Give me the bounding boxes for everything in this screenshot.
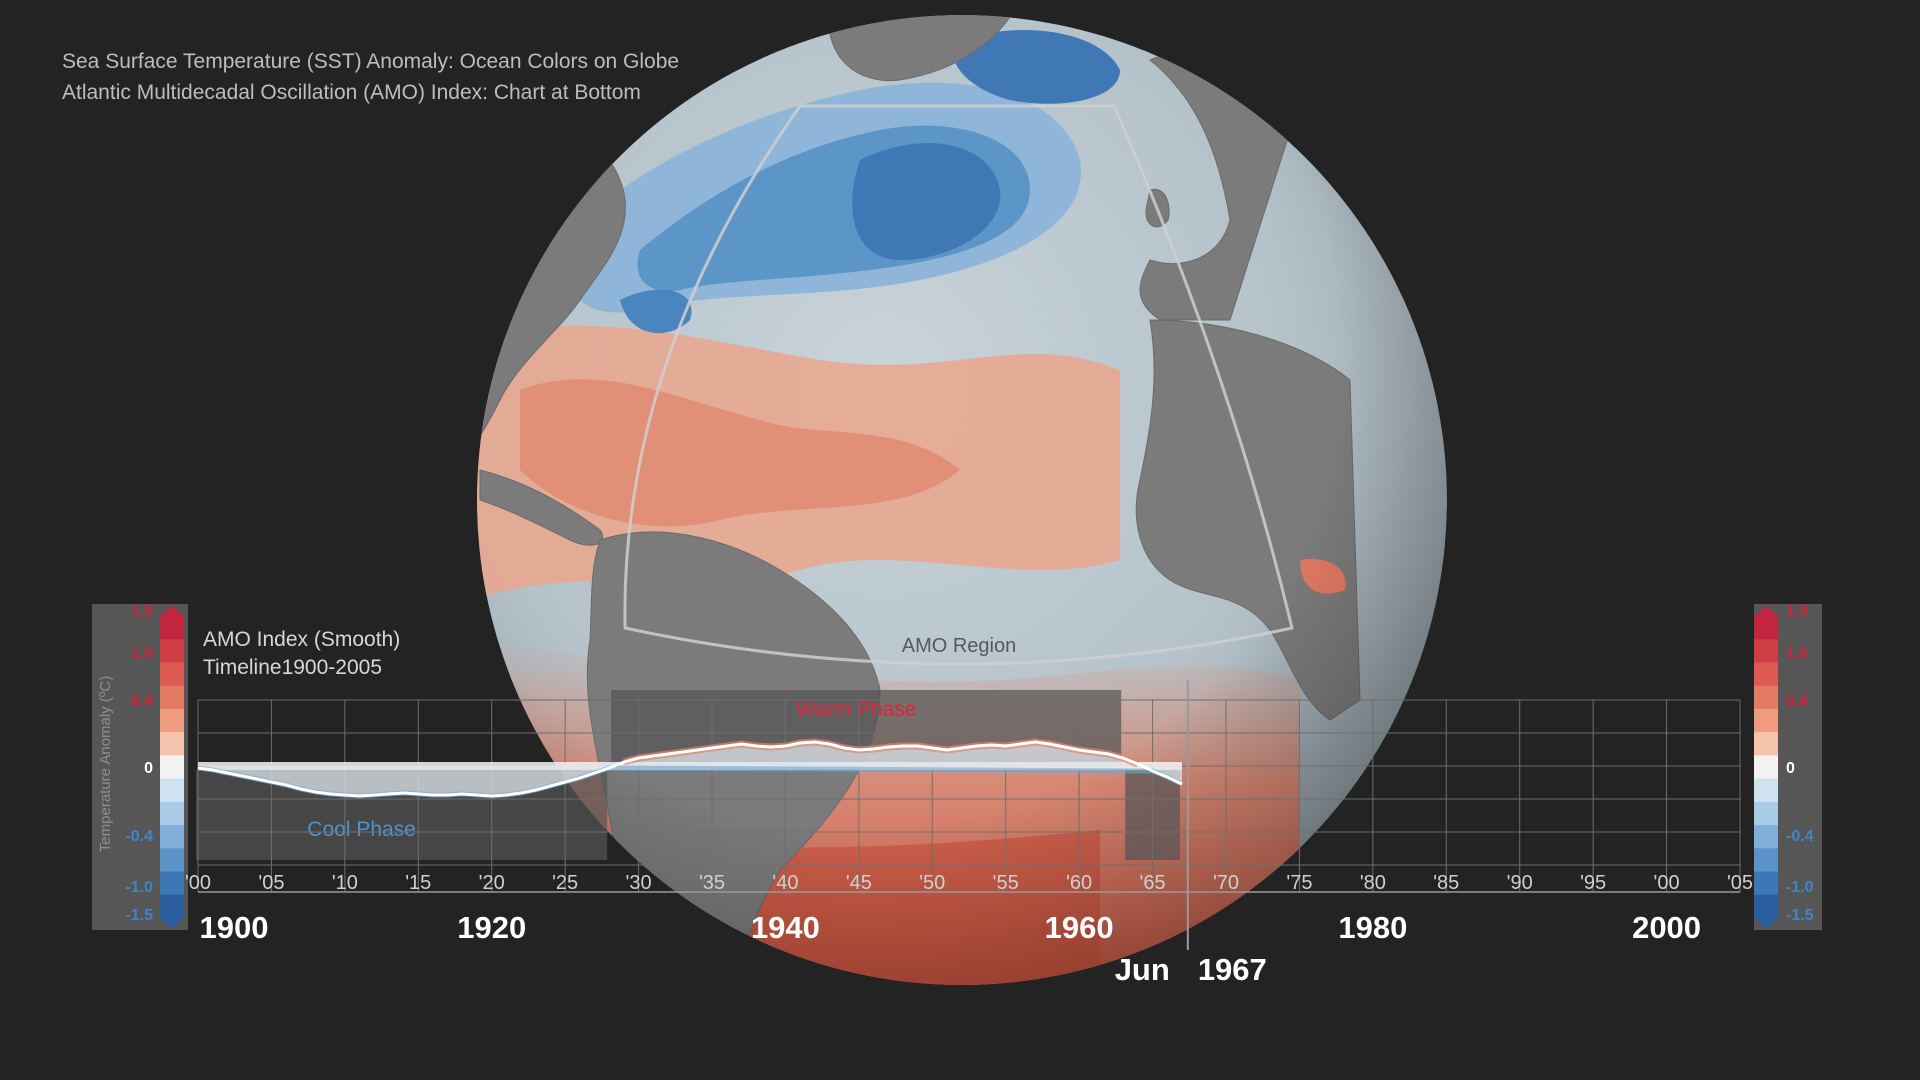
x-tick-label: '45 <box>846 872 872 894</box>
x-tick-label: '60 <box>1066 872 1092 894</box>
decade-label: 1960 <box>1045 910 1114 945</box>
decade-label: 1920 <box>457 910 526 945</box>
x-tick-label: '40 <box>772 872 798 894</box>
left-legend-panel: 1.5 1.0 0.4 0 -0.4 -1.0 -1.5 Temperature Anoma… <box>92 603 188 930</box>
colorbar-arrow-top <box>1754 606 1778 616</box>
decade-label: 1900 <box>200 910 269 945</box>
colorbar-swatch <box>1754 801 1778 826</box>
x-tick-label: '15 <box>405 872 431 894</box>
x-tick-label: '35 <box>699 872 725 894</box>
x-tick-label: '05 <box>258 872 284 894</box>
colorbar-tick-label: -1.5 <box>1786 907 1814 924</box>
chart-subtitle: Timeline1900-2005 <box>203 656 382 679</box>
colorbar-swatch <box>1754 732 1778 756</box>
colorbar-swatch <box>160 616 184 640</box>
right-legend-panel: 1.5 1.0 0.4 0 -0.4 -1.0 -1.5 <box>1754 603 1822 930</box>
colorbar-left: 1.5 1.0 0.4 0 -0.4 -1.0 -1.5 <box>125 603 184 928</box>
colorbar-swatch <box>160 848 184 873</box>
colorbar-tick-label: 0.4 <box>1786 693 1808 710</box>
x-tick-label: '55 <box>993 872 1019 894</box>
x-tick-label: '30 <box>626 872 652 894</box>
colorbar-tick-label: -1.0 <box>125 879 153 896</box>
colorbar-swatch <box>160 871 184 896</box>
decade-label: 2000 <box>1632 910 1701 945</box>
colorbar-tick-label: -0.4 <box>1786 828 1814 845</box>
colorbar-tick-label: 1.0 <box>1786 645 1808 662</box>
colorbar-swatch <box>1754 755 1778 780</box>
colorbar-tick-label: 1.5 <box>131 603 153 620</box>
x-tick-label: '70 <box>1213 872 1239 894</box>
x-tick-label: '05 <box>1727 872 1753 894</box>
colorbar-arrow-bottom <box>160 918 184 928</box>
amo-region-label: AMO Region <box>902 635 1017 657</box>
colorbar-tick-label: 0 <box>144 760 153 777</box>
colorbar-swatch <box>160 801 184 826</box>
colorbar-swatch <box>1754 708 1778 733</box>
colorbar-tick-label: 1.5 <box>1786 603 1808 620</box>
colorbar-swatch <box>160 755 184 780</box>
x-tick-labels: '00 '05 '10 '15 '20 '25 '30 '35 '40 '45 '50 '55 '60 '… <box>185 872 1753 894</box>
amo-series <box>197 738 1184 799</box>
colorbar-tick-label: -1.5 <box>125 907 153 924</box>
x-tick-label: '00 <box>185 872 211 894</box>
colorbar-swatch <box>160 685 184 710</box>
time-cursor: Jun 1967 <box>1115 680 1267 987</box>
colorbar-arrow-top <box>160 606 184 616</box>
colorbar-swatch <box>1754 825 1778 849</box>
colorbar-swatch <box>1754 848 1778 873</box>
caption-sst: Sea Surface Temperature (SST) Anomaly: O… <box>62 50 680 73</box>
decade-label: 1980 <box>1338 910 1407 945</box>
warm-phase-label: Warm Phase <box>796 698 917 721</box>
colorbar-swatch <box>1754 616 1778 640</box>
caption-amo: Atlantic Multidecadal Oscillation (AMO) … <box>62 81 641 104</box>
colorbar-swatch <box>160 662 184 687</box>
x-tick-label: '95 <box>1580 872 1606 894</box>
colorbar-swatch <box>1754 685 1778 710</box>
amo-index-chart: AMO Index (Smooth) Timeline1900-2005 Coo… <box>185 628 1753 987</box>
colorbar-swatch <box>1754 639 1778 663</box>
colorbar-arrow-bottom <box>1754 918 1778 928</box>
x-tick-label: '25 <box>552 872 578 894</box>
x-tick-label: '75 <box>1286 872 1312 894</box>
amo-area <box>198 742 1182 796</box>
colorbar-swatch <box>160 778 184 803</box>
x-tick-label: '10 <box>332 872 358 894</box>
x-tick-label: '90 <box>1507 872 1533 894</box>
colorbar-swatch <box>1754 662 1778 687</box>
decade-labels: 1900 1920 1940 1960 1980 2000 <box>200 910 1702 945</box>
cool-phase-label: Cool Phase <box>307 818 416 841</box>
colorbar-swatch <box>160 639 184 663</box>
x-tick-label: '20 <box>479 872 505 894</box>
colorbar-swatch <box>1754 894 1778 919</box>
colorbar-tick-label: -0.4 <box>125 828 153 845</box>
colorbar-swatch <box>160 732 184 756</box>
colorbar-tick-label: 0.4 <box>131 693 153 710</box>
colorbar-swatch <box>160 825 184 849</box>
x-tick-label: '65 <box>1140 872 1166 894</box>
current-year: 1967 <box>1198 952 1267 987</box>
colorbar-swatch <box>160 708 184 733</box>
x-tick-label: '00 <box>1654 872 1680 894</box>
colorbar-swatch <box>1754 871 1778 896</box>
colorbar-title: Temperature Anomaly (ºC) <box>97 676 114 852</box>
amo-region-frame <box>623 104 1294 666</box>
chart-title: AMO Index (Smooth) <box>203 628 400 651</box>
colorbar-tick-label: 1.0 <box>131 645 153 662</box>
amo-line <box>197 740 1183 798</box>
x-tick-label: '85 <box>1433 872 1459 894</box>
colorbar-swatch <box>1754 778 1778 803</box>
colorbar-tick-label: 0 <box>1786 760 1795 777</box>
colorbar-right: 1.5 1.0 0.4 0 -0.4 -1.0 -1.5 <box>1754 603 1814 928</box>
colorbar-swatch <box>160 894 184 919</box>
current-month: Jun <box>1115 952 1170 987</box>
x-tick-label: '80 <box>1360 872 1386 894</box>
x-tick-label: '50 <box>919 872 945 894</box>
colorbar-tick-label: -1.0 <box>1786 879 1814 896</box>
decade-label: 1940 <box>751 910 820 945</box>
